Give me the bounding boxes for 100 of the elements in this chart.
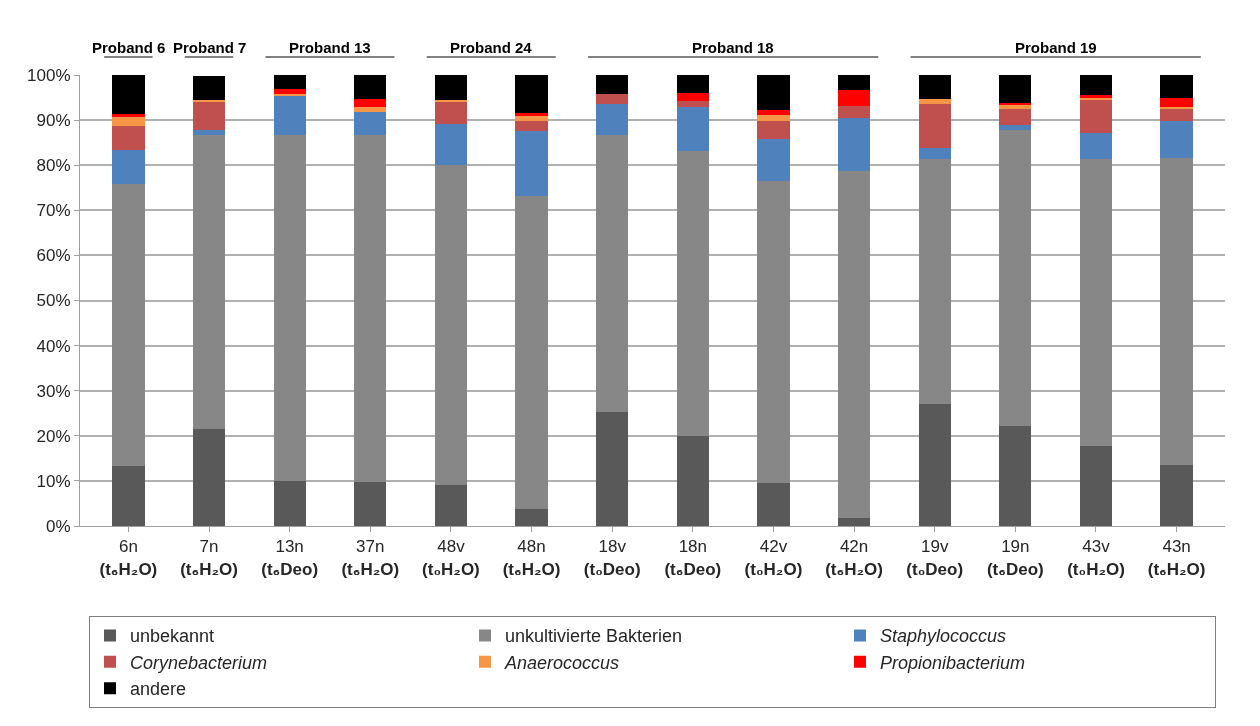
bar bbox=[596, 94, 629, 104]
bar bbox=[837, 171, 871, 518]
text: Proband 18 bbox=[692, 39, 774, 56]
x-tick-label: 48v (t₀H₂O) bbox=[422, 537, 480, 579]
bar bbox=[434, 123, 468, 166]
bar bbox=[596, 134, 629, 413]
x-tick-label: 43v (t₀H₂O) bbox=[1067, 537, 1125, 579]
bar bbox=[757, 109, 790, 115]
bar bbox=[354, 75, 387, 100]
text: Proband 24 bbox=[450, 39, 533, 56]
bar bbox=[515, 195, 548, 510]
y-tick-label: 20% bbox=[36, 426, 71, 446]
bar bbox=[1160, 108, 1193, 121]
bar bbox=[515, 113, 548, 116]
bar bbox=[354, 481, 387, 526]
bar bbox=[273, 134, 306, 482]
y-tick-label: 80% bbox=[36, 156, 71, 176]
bar bbox=[596, 103, 629, 135]
bar bbox=[1160, 97, 1193, 107]
x-tick-label: 37n (t₆H₂O) bbox=[341, 537, 400, 579]
bar bbox=[837, 75, 871, 91]
y-tick-label: 70% bbox=[36, 201, 71, 221]
bar bbox=[1079, 446, 1113, 526]
bar bbox=[757, 121, 790, 140]
bar bbox=[757, 139, 790, 181]
bar bbox=[918, 404, 951, 526]
text: Proband 13 bbox=[289, 39, 371, 56]
bar bbox=[434, 99, 468, 102]
bar bbox=[837, 105, 871, 119]
bar bbox=[999, 75, 1032, 103]
bar bbox=[757, 482, 790, 526]
bar bbox=[192, 101, 226, 131]
bar bbox=[676, 75, 709, 94]
bar bbox=[354, 134, 387, 482]
bar bbox=[515, 131, 548, 196]
bar bbox=[1160, 464, 1193, 526]
bar bbox=[192, 99, 226, 102]
bar bbox=[999, 426, 1032, 526]
bar bbox=[434, 101, 468, 124]
text: Proband 19 bbox=[1015, 39, 1097, 56]
bar bbox=[112, 466, 145, 526]
bar bbox=[918, 99, 951, 105]
bar bbox=[434, 484, 468, 526]
text: Proband 6 bbox=[92, 39, 166, 56]
bar bbox=[354, 106, 387, 112]
bar bbox=[918, 75, 951, 100]
bar bbox=[918, 159, 951, 405]
x-tick-label: 19v (t₀Deo) bbox=[906, 537, 964, 579]
legend-label: unbekannt bbox=[130, 626, 215, 647]
x-tick-label: 13n (t₆Deo) bbox=[261, 537, 319, 579]
bar bbox=[757, 114, 790, 121]
x-tick-label: 42n (t₆H₂O) bbox=[825, 537, 883, 579]
bar bbox=[757, 75, 790, 110]
y-tick-label: 60% bbox=[36, 246, 71, 266]
bar bbox=[596, 75, 629, 95]
bar bbox=[354, 111, 387, 135]
y-tick-label: 100% bbox=[27, 65, 71, 85]
legend-label: Staphylococcus bbox=[880, 626, 1007, 647]
bar bbox=[596, 412, 629, 526]
bar bbox=[999, 125, 1032, 131]
x-tick-label: 18n (t₆Deo) bbox=[664, 537, 722, 579]
bar bbox=[1079, 158, 1113, 447]
y-tick-label: 90% bbox=[36, 111, 71, 131]
bar bbox=[676, 151, 709, 436]
bar bbox=[1079, 133, 1113, 159]
bar bbox=[192, 130, 226, 135]
bar bbox=[918, 148, 951, 160]
bar bbox=[112, 117, 145, 126]
y-tick-label: 40% bbox=[36, 336, 71, 356]
bar bbox=[1160, 157, 1193, 465]
bar bbox=[1079, 99, 1113, 134]
x-tick-label: 19n (t₆Deo) bbox=[986, 537, 1044, 579]
bar bbox=[1079, 75, 1113, 96]
x-tick-label: 18v (t₀Deo) bbox=[583, 537, 641, 579]
bar bbox=[192, 429, 226, 526]
legend-label: unkultivierte Bakterien bbox=[505, 626, 683, 647]
bar bbox=[837, 90, 871, 106]
text: Proband 7 bbox=[173, 39, 247, 56]
bar bbox=[837, 118, 871, 172]
bar bbox=[676, 435, 709, 526]
bar bbox=[918, 104, 951, 149]
bar bbox=[757, 180, 790, 483]
bar bbox=[515, 75, 548, 114]
bar bbox=[112, 114, 145, 118]
bar bbox=[999, 108, 1032, 126]
bar bbox=[434, 165, 468, 485]
legend-label: Propionibacterium bbox=[880, 652, 1026, 673]
x-tick-label: 48n (t₆H₂O) bbox=[502, 537, 561, 579]
x-tick-label: 42v (t₀H₂O) bbox=[744, 537, 803, 579]
x-tick-label: 6n (t₆H₂O) bbox=[99, 537, 158, 579]
bar bbox=[1160, 121, 1193, 158]
y-tick-label: 30% bbox=[36, 381, 71, 401]
bar bbox=[192, 134, 226, 430]
bar bbox=[515, 509, 548, 526]
legend-label: Anaerococcus bbox=[504, 652, 620, 673]
bar bbox=[676, 93, 709, 101]
bar bbox=[112, 183, 145, 467]
bar bbox=[112, 125, 145, 151]
bar bbox=[273, 75, 306, 89]
y-tick-label: 50% bbox=[36, 291, 71, 311]
